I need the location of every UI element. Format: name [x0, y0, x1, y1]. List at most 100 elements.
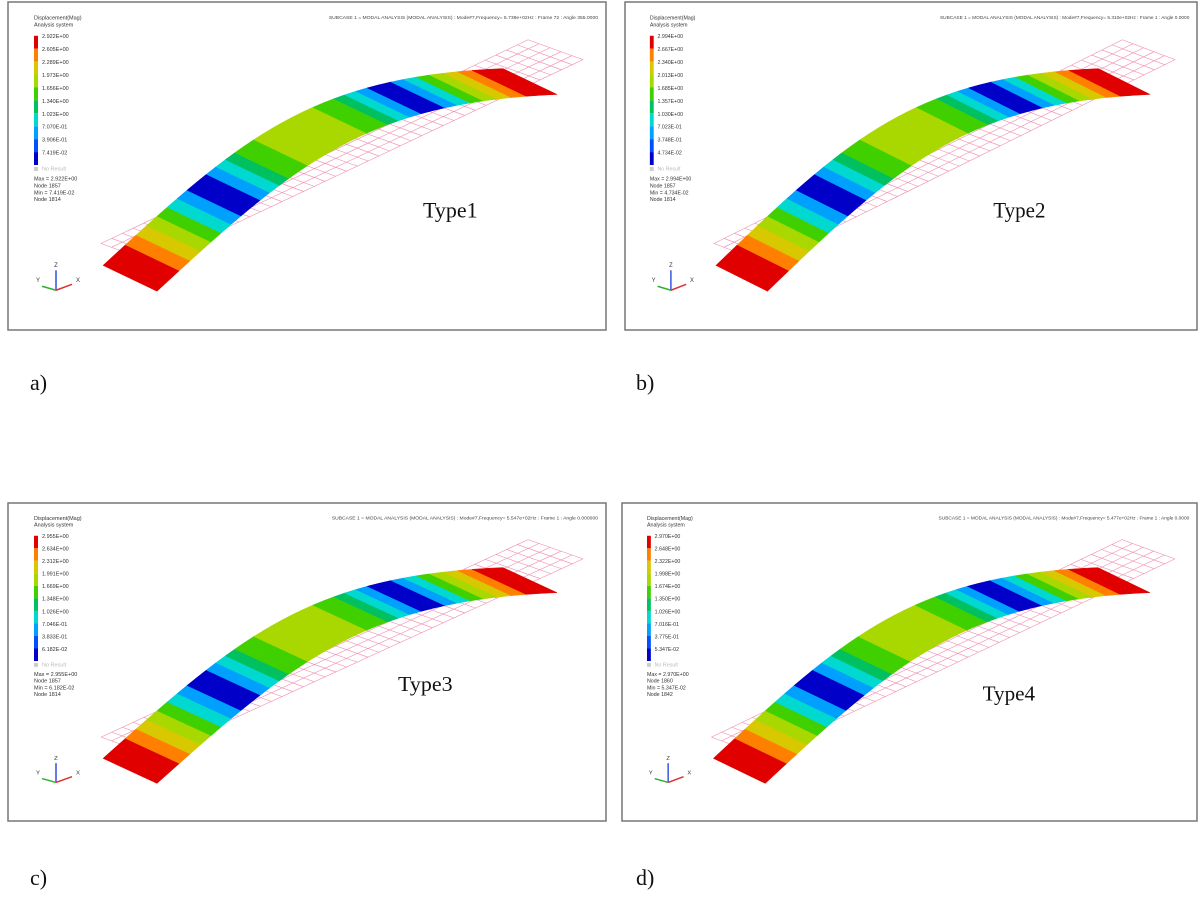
no-result-label: No Result: [655, 662, 679, 668]
legend-swatch: [649, 61, 654, 75]
legend-label: 6.182E-02: [42, 647, 67, 653]
mesh-line: [527, 539, 584, 560]
legend-swatch: [34, 635, 38, 649]
legend-swatch: [647, 573, 651, 586]
legend-label: 2.289E+00: [42, 60, 69, 66]
legend-swatch: [649, 35, 654, 49]
axis-label: Z: [54, 263, 58, 269]
axis-x: [667, 775, 684, 784]
legend-swatch: [649, 126, 654, 140]
no-result-swatch: [34, 166, 38, 171]
panel-caption: b): [636, 370, 654, 395]
beam-segment: [1083, 68, 1151, 96]
legend-swatch: [649, 113, 654, 127]
axis-x: [670, 283, 687, 291]
legend-swatch: [34, 598, 38, 611]
legend-label: 2.970E+00: [655, 534, 681, 540]
type-label: Type3: [398, 672, 453, 696]
legend-label: 2.605E+00: [42, 47, 69, 53]
legend-swatch: [34, 548, 38, 561]
stat-line: Node 1814: [650, 197, 676, 203]
legend-label: 7.419E-02: [42, 151, 67, 157]
mesh-line: [485, 559, 541, 579]
legend-label: 2.322E+00: [655, 559, 681, 565]
axis-label: Z: [666, 756, 670, 762]
result-subtitle: Analysis system: [647, 523, 685, 529]
axis-x: [55, 283, 73, 291]
axis-y: [41, 777, 57, 784]
mesh-line: [1112, 44, 1165, 65]
panel-caption: d): [636, 865, 654, 890]
stat-line: Min = 5.347E-02: [647, 685, 686, 691]
panel: Displacement(Mag)Analysis system SUBCASE …: [34, 516, 598, 784]
stat-line: Node 1814: [34, 197, 61, 203]
legend-swatch: [34, 585, 38, 599]
axis-label: X: [76, 278, 80, 284]
legend-swatch: [647, 560, 651, 574]
stat-line: Min = 7.419E-02: [34, 190, 74, 196]
stat-line: Node 1857: [34, 183, 61, 189]
result-title: Displacement(Mag): [34, 516, 82, 522]
legend-swatch: [649, 152, 654, 166]
legend-label: 2.312E+00: [42, 559, 69, 565]
legend-label: 1.357E+00: [658, 99, 684, 105]
mesh-line: [1091, 554, 1144, 574]
legend-label: 7.023E-01: [658, 125, 682, 131]
legend-swatch: [34, 623, 38, 636]
stat-line: Max = 2.994E+00: [650, 176, 692, 182]
stat-line: Min = 6.182E-02: [34, 685, 74, 691]
type-label: Type1: [423, 198, 478, 223]
beam-segment: [487, 567, 558, 594]
result-subtitle: Analysis system: [650, 22, 688, 28]
panel: Displacement(Mag)Analysis system SUBCASE …: [647, 516, 1190, 784]
legend-label: 1.998E+00: [655, 572, 681, 578]
stat-line: Node 1860: [647, 679, 673, 685]
mesh-line: [527, 39, 584, 60]
axis-label: Z: [669, 263, 673, 269]
legend-label: 2.955E+00: [42, 534, 69, 540]
legend-swatch: [34, 560, 38, 574]
axis-y: [657, 285, 672, 291]
mesh-line: [1091, 54, 1145, 76]
subcase-header: SUBCASE 1 = MODAL ANALYSIS (MODAL ANALYS…: [332, 516, 598, 522]
mesh-line: [485, 59, 541, 81]
legend-swatch: [649, 48, 654, 62]
legend-label: 1.685E+00: [658, 86, 684, 92]
legend-swatch: [647, 635, 651, 649]
stat-line: Node 1857: [650, 183, 676, 189]
result-subtitle: Analysis system: [34, 22, 74, 28]
stat-line: Min = 4.734E-02: [650, 190, 689, 196]
legend-swatch: [34, 61, 38, 75]
legend-swatch: [647, 585, 651, 599]
panel-caption: a): [30, 370, 47, 395]
subcase-header: SUBCASE 1 = MODAL ANALYSIS (MODAL ANALYS…: [940, 15, 1190, 21]
axis-y: [654, 777, 669, 784]
legend-swatch: [647, 535, 651, 549]
legend-label: 1.973E+00: [42, 73, 69, 79]
legend-swatch: [647, 548, 651, 561]
legend-label: 2.922E+00: [42, 34, 69, 40]
legend-label: 2.634E+00: [42, 547, 69, 553]
mesh-line: [506, 549, 562, 569]
legend-swatch: [34, 139, 38, 153]
mesh-line: [517, 544, 573, 565]
legend-label: 3.833E-01: [42, 634, 67, 640]
stat-line: Node 1842: [647, 692, 673, 698]
legend-swatch: [34, 126, 38, 140]
axis-label: X: [76, 770, 80, 776]
legend-label: 1.026E+00: [42, 609, 69, 615]
legend-label: 4.734E-02: [658, 150, 682, 156]
no-result-label: No Result: [42, 166, 67, 172]
axis-label: X: [687, 770, 691, 776]
legend-label: 3.748E-01: [658, 138, 682, 144]
legend-label: 1.350E+00: [655, 597, 681, 603]
legend-label: 2.013E+00: [658, 73, 684, 79]
mesh-line: [506, 49, 562, 71]
legend-swatch: [34, 87, 38, 101]
legend-label: 1.669E+00: [42, 584, 69, 590]
legend-swatch: [649, 74, 654, 88]
mesh-line: [1080, 559, 1134, 579]
legend-label: 1.991E+00: [42, 572, 69, 578]
mesh-line: [1111, 544, 1165, 565]
